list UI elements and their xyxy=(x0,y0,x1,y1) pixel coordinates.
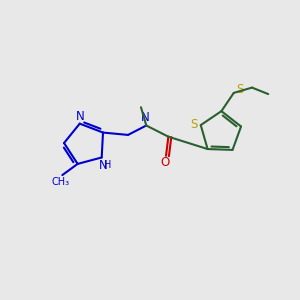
Text: N: N xyxy=(141,111,150,124)
Text: S: S xyxy=(237,83,244,96)
Text: H: H xyxy=(104,160,112,170)
Text: CH₃: CH₃ xyxy=(52,177,70,187)
Text: N: N xyxy=(99,159,107,172)
Text: S: S xyxy=(190,118,197,131)
Text: N: N xyxy=(76,110,85,123)
Text: O: O xyxy=(161,156,170,170)
